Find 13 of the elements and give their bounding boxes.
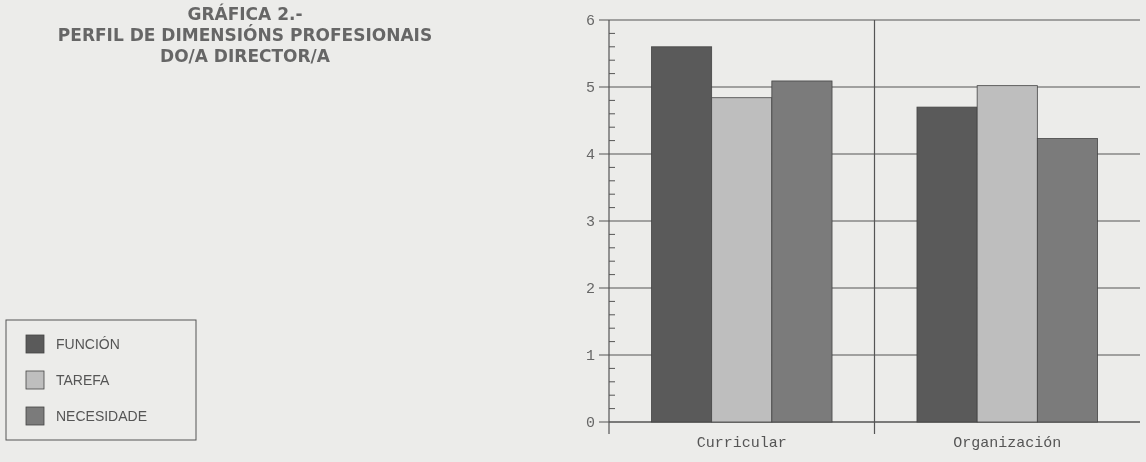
y-tick-label: 6 bbox=[585, 13, 595, 30]
y-tick-label: 4 bbox=[585, 147, 595, 164]
y-tick-label: 3 bbox=[585, 214, 595, 231]
legend-label: NECESIDADE bbox=[56, 408, 148, 424]
legend-label: FUNCIÓN bbox=[56, 336, 120, 352]
y-tick-label: 2 bbox=[585, 281, 595, 298]
legend-label: TAREFA bbox=[56, 372, 111, 388]
y-tick-label: 5 bbox=[585, 80, 595, 97]
y-tick-label: 1 bbox=[585, 348, 595, 365]
x-tick-label: Organización bbox=[953, 435, 1062, 452]
text: GRÁFICA 2.- PERFIL DE DIMENSIÓNS PROFESIONAIS DO/A DIRECTOR/A bbox=[57, 3, 433, 66]
x-tick-label: Curricular bbox=[696, 435, 787, 452]
y-tick-label: 0 bbox=[585, 415, 595, 432]
